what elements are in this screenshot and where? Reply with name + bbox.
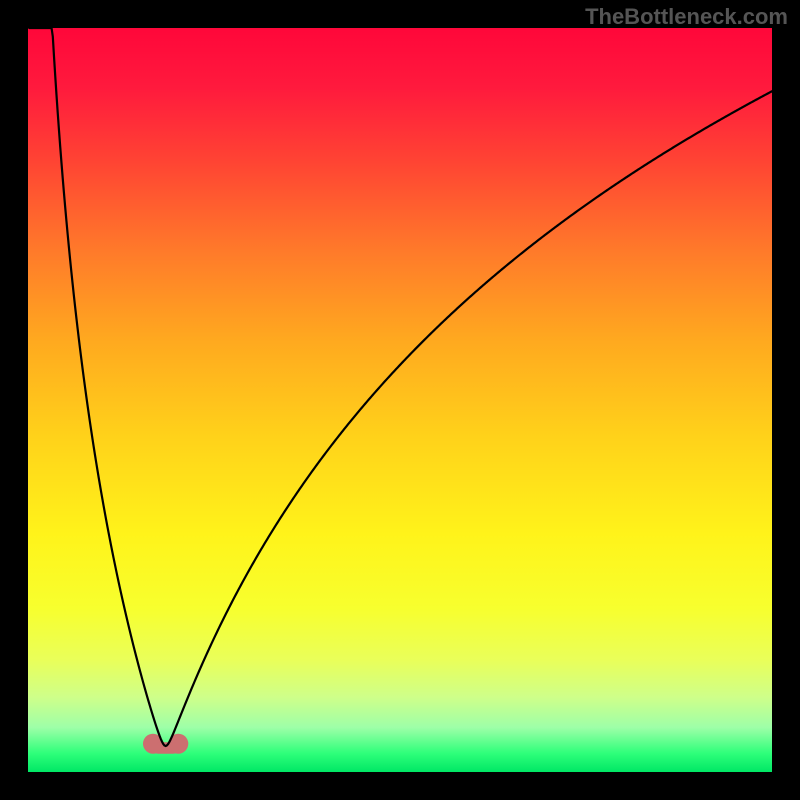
chart-svg [0,0,800,800]
watermark-text: TheBottleneck.com [585,4,788,30]
chart-canvas [0,0,800,800]
chart-root: TheBottleneck.com [0,0,800,800]
dip-connector [153,742,178,754]
